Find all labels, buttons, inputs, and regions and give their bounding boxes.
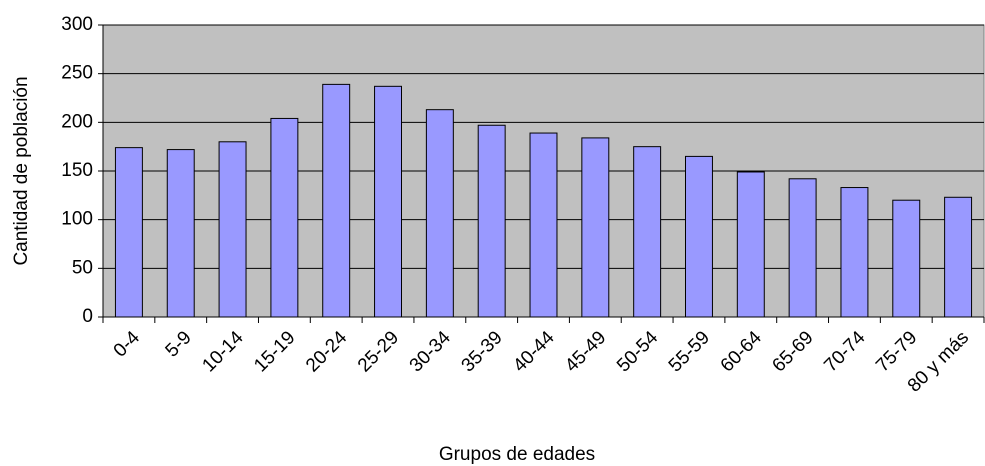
x-tick-label: 50-54 [613,327,663,377]
bar [166,149,195,318]
y-tick-label: 150 [61,160,93,181]
bar [892,199,921,318]
x-tick-label: 10-14 [198,327,248,377]
x-tick-label: 55-59 [665,327,714,376]
y-tick-label: 0 [82,306,93,327]
bar [374,85,403,318]
x-tick-label: 65-69 [768,327,817,376]
x-tick-label: 60-64 [717,327,767,377]
x-tick-label: 75-79 [872,327,921,376]
bar [218,141,247,318]
bar [633,146,662,318]
x-tick-label: 15-19 [250,327,299,376]
x-tick-label: 70-74 [820,327,870,377]
y-tick-label: 250 [61,63,93,84]
bar [477,124,506,318]
bar [684,155,713,318]
y-tick-label: 300 [61,14,93,35]
bar [425,109,454,318]
y-axis-title: Cantidad de población [11,76,32,265]
bar [114,147,143,318]
x-tick-label: 45-49 [561,327,610,376]
bar [736,171,765,318]
bar [270,117,299,318]
x-tick-label: 35-39 [458,327,507,376]
x-axis-title: Grupos de edades [439,444,595,465]
bar [529,132,558,318]
y-tick-label: 200 [61,111,93,132]
x-tick-label: 25-29 [354,327,403,376]
y-tick-label: 50 [72,257,93,278]
y-tick-label: 100 [61,209,93,230]
x-tick-label: 30-34 [406,327,456,377]
x-tick-label: 5-9 [162,327,196,361]
bar [322,83,351,318]
x-tick-label: 20-24 [302,327,352,377]
bar [840,187,869,318]
x-tick-label: 40-44 [509,327,559,377]
x-tick-label: 0-4 [110,327,145,362]
bar [581,137,610,318]
bar [944,196,973,318]
bar [788,178,817,318]
